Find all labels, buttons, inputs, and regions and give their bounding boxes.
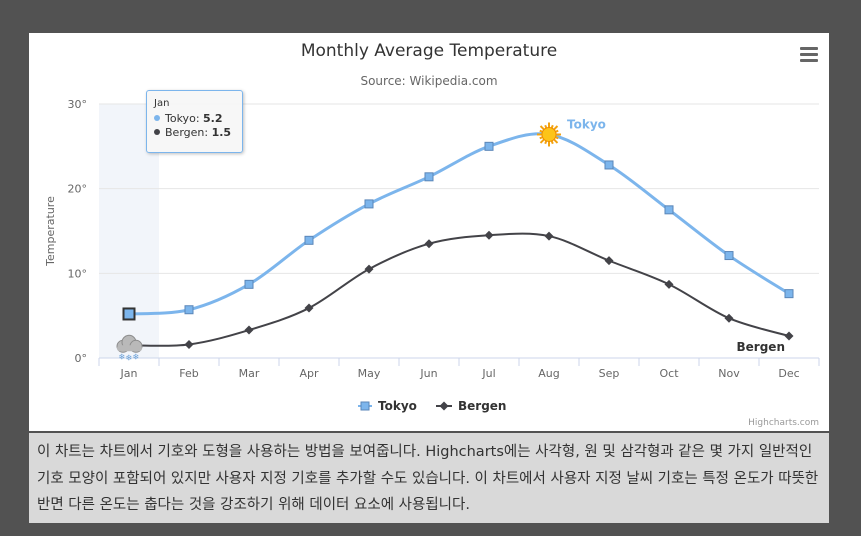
x-tick-label: Sep [599,367,620,380]
x-tick-label: Jun [419,367,437,380]
tokyo-point-dec [784,289,794,299]
x-tick-label: Nov [718,367,740,380]
series-line-bergen [128,232,790,347]
chart-title: Monthly Average Temperature [301,41,557,61]
chart-menu-button[interactable] [798,45,820,65]
sun-icon [537,122,561,147]
bergen-point-sep [604,256,614,266]
y-tick-label: 20° [68,183,88,196]
x-tick-label: Feb [179,367,198,380]
legend[interactable]: Tokyo Bergen [358,399,506,413]
x-tick-label: Jul [481,367,495,380]
bergen-point-jul [484,230,494,240]
x-tick-label: Oct [659,367,679,380]
bergen-point-apr [304,303,314,313]
bergen-point-nov [724,313,734,323]
chart-description: 이 차트는 차트에서 기호와 도형을 사용하는 방법을 보여줍니다. Highc… [29,433,829,523]
y-tick-label: 0° [75,352,88,365]
x-tick-label: Jan [120,367,138,380]
y-axis-title: Temperature [44,196,57,267]
bergen-dot-icon [154,129,160,135]
x-tick-label: Apr [299,367,319,380]
tooltip-row-tokyo: Tokyo: 5.2 [154,112,242,126]
bergen-point-dec [784,331,794,341]
tooltip-value: 5.2 [203,112,223,125]
tooltip-series-name: Bergen [165,126,205,139]
credits-link[interactable]: Highcharts.com [748,418,819,428]
y-tick-label: 30° [68,98,88,111]
tooltip-series-name: Tokyo [165,112,196,125]
tokyo-point-may [364,199,374,209]
snow-cloud-icon: ❄ ❄ ❄ [116,334,143,362]
chart-container: Monthly Average Temperature Source: Wiki… [29,33,829,431]
tooltip-header: Jan [154,98,170,109]
bergen-point-feb [184,339,194,349]
bergen-point-may [364,264,374,274]
legend-label-tokyo: Tokyo [378,399,417,413]
x-tick-label: May [358,367,381,380]
tooltip-value: 1.5 [211,126,232,139]
tokyo-point-oct [664,205,674,215]
tokyo-point-sep [604,160,614,170]
tokyo-point-jun [424,172,434,182]
tokyo-point-mar [244,279,254,289]
tokyo-point-jul [484,141,494,151]
bergen-point-aug [544,231,554,241]
svg-text:❄: ❄ [119,352,126,361]
bergen-point-jun [424,239,434,249]
x-tick-label: Dec [778,367,799,380]
series-label-bergen: Bergen [737,340,785,354]
tokyo-point-feb [184,305,194,315]
tooltip-row-bergen: Bergen: 1.5 [154,126,242,140]
tooltip: Jan Tokyo: 5.2 Bergen: 1.5 [146,90,243,153]
bergen-point-mar [244,325,254,335]
bergen-point-oct [664,279,674,289]
tokyo-point-jan [122,307,136,321]
legend-square-icon [360,401,370,411]
legend-item-tokyo[interactable]: Tokyo [358,399,417,413]
x-tick-label: Mar [239,367,260,380]
series-label-tokyo: Tokyo [567,117,606,131]
legend-item-bergen[interactable]: Bergen [436,399,506,413]
series-line-tokyo [128,132,790,316]
y-tick-label: 10° [68,267,88,280]
svg-text:❄: ❄ [126,353,133,362]
svg-text:❄: ❄ [133,352,140,361]
tokyo-dot-icon [154,115,160,121]
tokyo-point-apr [304,235,314,245]
tokyo-point-nov [724,251,734,261]
chart-subtitle: Source: Wikipedia.com [360,74,497,88]
legend-label-bergen: Bergen [458,399,506,413]
legend-diamond-icon [439,401,449,411]
x-tick-label: Aug [538,367,559,380]
